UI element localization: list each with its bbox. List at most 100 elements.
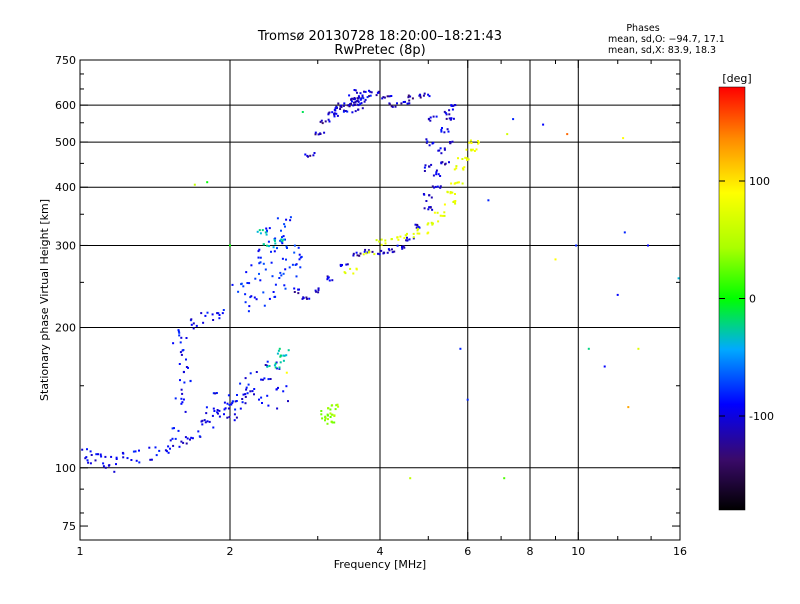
data-point (178, 363, 181, 365)
data-point (260, 378, 263, 381)
data-point (274, 242, 277, 245)
chart-title: Tromsø 20130728 18:20:00–18:21:43 (257, 29, 502, 44)
data-point (281, 257, 284, 260)
data-point (228, 404, 231, 406)
y-tick-label: 75 (62, 520, 76, 533)
data-point (211, 313, 214, 316)
data-point (400, 102, 403, 105)
data-point (352, 98, 355, 101)
data-point (180, 402, 183, 405)
data-point (174, 397, 177, 400)
data-point (326, 278, 329, 281)
data-point (244, 395, 247, 398)
data-point (297, 292, 300, 295)
data-point (627, 406, 630, 409)
data-point (240, 283, 243, 286)
data-point (200, 420, 203, 423)
data-point (217, 412, 219, 415)
data-point (353, 101, 355, 104)
data-point (180, 353, 183, 356)
data-point (587, 347, 590, 350)
data-point (376, 91, 379, 94)
data-point (305, 296, 308, 299)
data-point (475, 148, 478, 151)
data-point (369, 94, 372, 97)
data-point (346, 110, 349, 113)
data-point (452, 201, 455, 203)
data-point (200, 312, 203, 315)
data-point (185, 358, 187, 361)
data-point (297, 288, 300, 291)
data-point (446, 190, 449, 193)
data-point (350, 98, 353, 101)
data-point (284, 225, 286, 228)
data-point (463, 166, 466, 169)
data-point (412, 237, 415, 240)
data-point (245, 271, 248, 274)
data-point (135, 459, 138, 462)
data-point (208, 420, 211, 423)
data-point (276, 407, 279, 410)
grid-lines (80, 60, 680, 540)
data-point (171, 437, 174, 440)
data-point (380, 249, 383, 252)
data-point (430, 221, 433, 224)
data-point (283, 284, 286, 287)
data-point (293, 291, 296, 293)
data-point (84, 457, 87, 460)
data-point (279, 361, 282, 364)
data-point (384, 242, 387, 245)
data-point (289, 219, 292, 222)
data-point (272, 246, 275, 249)
data-point (211, 414, 214, 417)
data-point (218, 409, 221, 412)
data-point (216, 411, 219, 414)
data-point (180, 440, 183, 443)
data-point (259, 256, 262, 259)
data-point (206, 311, 209, 314)
data-point (215, 392, 218, 394)
data-point (375, 239, 378, 242)
data-point (439, 214, 442, 217)
data-point (171, 427, 174, 430)
data-point (603, 365, 606, 368)
data-point (328, 279, 331, 282)
data-point (250, 295, 253, 298)
data-point (317, 289, 320, 292)
data-point (247, 383, 250, 386)
data-point (169, 447, 171, 450)
data-point (432, 174, 435, 177)
data-point (94, 459, 97, 462)
data-point (293, 251, 296, 254)
y-tick-label: 400 (55, 181, 76, 194)
data-point (461, 182, 464, 185)
data-point (339, 105, 342, 108)
data-point (273, 250, 276, 253)
data-point (402, 245, 405, 248)
data-point (465, 148, 468, 151)
data-point (391, 105, 394, 108)
data-point (249, 372, 252, 375)
data-point (327, 407, 329, 410)
data-point (396, 244, 399, 247)
data-point (235, 416, 238, 419)
data-point (428, 95, 431, 98)
y-tick-label: 750 (55, 54, 76, 67)
data-point (276, 247, 278, 250)
data-point (450, 118, 452, 121)
data-point (466, 398, 469, 401)
y-tick-label: 600 (55, 99, 76, 112)
data-point (314, 133, 317, 136)
chart-subtitle: RwPretec (8p) (334, 43, 425, 58)
data-point (336, 114, 339, 117)
data-point (349, 267, 352, 270)
data-point (637, 347, 640, 350)
data-point (459, 347, 462, 350)
data-point (355, 251, 358, 254)
data-point (277, 349, 280, 352)
data-point (245, 388, 248, 391)
data-point (258, 229, 261, 232)
data-point (443, 148, 446, 151)
data-point (435, 115, 438, 118)
data-point (285, 245, 288, 248)
